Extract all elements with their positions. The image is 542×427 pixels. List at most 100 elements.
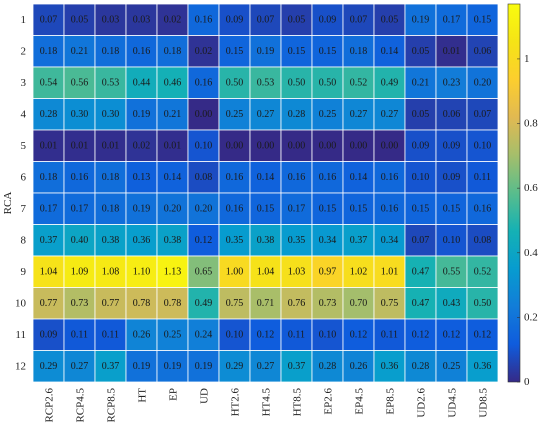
cell-value-label: 0.53 (257, 77, 275, 88)
heatmap-cell (218, 129, 251, 162)
x-tick-label: HT8.5 (292, 388, 304, 417)
cell-value-label: 0.35 (226, 235, 244, 246)
heatmap-cell (404, 35, 437, 68)
heatmap-cell (435, 129, 468, 162)
cell-value-label: 0.25 (443, 361, 461, 372)
cell-value-label: 0.49 (381, 77, 399, 88)
cell-value-label: 0.34 (319, 235, 337, 246)
cell-value-label: 0.16 (381, 203, 399, 214)
cell-value-label: 0.12 (474, 329, 492, 340)
colorbar-tick-label: 0.2 (524, 311, 538, 323)
heatmap-cell (435, 287, 468, 320)
cell-value-label: 0.12 (443, 329, 461, 340)
cell-value-label: 0.07 (257, 14, 275, 25)
heatmap-cell (187, 66, 220, 99)
cell-value-label: 0.29 (226, 361, 244, 372)
x-tick-label: HT2.6 (230, 388, 242, 417)
cell-value-label: 0.30 (102, 109, 120, 120)
cell-value-label: 0.06 (443, 109, 461, 120)
y-tick-label: 1 (21, 14, 27, 26)
cell-value-label: 0.28 (40, 109, 58, 120)
cell-value-label: 0.14 (164, 172, 182, 183)
heatmap-cell (32, 3, 65, 36)
cell-value-label: 0.19 (412, 14, 430, 25)
cell-value-label: 0.65 (195, 266, 213, 277)
x-tick-label: UD (199, 388, 211, 404)
cell-value-label: 0.73 (71, 298, 89, 309)
cell-value-label: 0.11 (381, 329, 398, 340)
y-tick-label: 7 (21, 203, 27, 215)
cell-value-label: 0.77 (40, 298, 58, 309)
y-tick-label: 3 (21, 77, 27, 89)
y-tick-label: 9 (21, 266, 27, 278)
heatmap-cell (63, 255, 96, 288)
cell-value-label: 0.14 (381, 46, 399, 57)
cell-value-label: 0.10 (412, 172, 430, 183)
heatmap-cell (342, 255, 375, 288)
heatmap-cell (156, 35, 189, 68)
heatmap-cell (249, 161, 282, 194)
heatmap-cell (63, 3, 96, 36)
heatmap-cell (187, 129, 220, 162)
cell-value-label: 0.05 (71, 14, 89, 25)
heatmap-cell (32, 66, 65, 99)
x-tick-label: HT4.5 (261, 388, 273, 417)
cell-value-label: 0.15 (443, 203, 461, 214)
cell-value-label: 0.02 (133, 140, 151, 151)
heatmap-cell (466, 66, 499, 99)
heatmap-cell (32, 161, 65, 194)
heatmap-cell (373, 66, 406, 99)
heatmap-cell (125, 35, 158, 68)
x-tick-label: UD2.6 (416, 388, 428, 418)
cell-value-label: 0.55 (443, 266, 461, 277)
heatmap-cell (249, 192, 282, 225)
cell-value-label: 0.18 (102, 203, 120, 214)
cell-value-label: 0.37 (350, 235, 368, 246)
cell-value-label: 0.21 (412, 77, 430, 88)
cell-value-label: 0.08 (474, 235, 492, 246)
heatmap-cell (32, 98, 65, 131)
heatmap-cell (218, 350, 251, 383)
heatmap-cell (156, 98, 189, 131)
cell-value-label: 0.17 (443, 14, 461, 25)
cell-value-label: 1.02 (350, 266, 368, 277)
cell-value-label: 0.54 (40, 77, 58, 88)
cell-value-label: 0.53 (102, 77, 120, 88)
cell-value-label: 0.00 (381, 140, 399, 151)
heatmap-cell (435, 192, 468, 225)
cell-value-label: 0.16 (226, 203, 244, 214)
x-tick-label: EP8.5 (385, 388, 397, 415)
x-tick-label: EP2.6 (323, 388, 335, 415)
heatmap-cell (404, 224, 437, 257)
heatmap-cell (249, 3, 282, 36)
cell-value-label: 0.52 (474, 266, 492, 277)
cell-value-label: 0.03 (102, 14, 120, 25)
heatmap-cell (187, 98, 220, 131)
heatmap-cell (280, 161, 313, 194)
colorbar-tick-label: 0.8 (524, 118, 538, 130)
cell-value-label: 0.05 (381, 14, 399, 25)
cell-value-label: 0.28 (412, 361, 430, 372)
heatmap-cell (63, 224, 96, 257)
heatmap-cell (311, 318, 344, 351)
cell-value-label: 0.27 (381, 109, 399, 120)
cell-value-label: 0.00 (288, 140, 306, 151)
cell-value-label: 0.78 (133, 298, 151, 309)
heatmap-cell (404, 192, 437, 225)
cell-value-label: 0.29 (40, 361, 58, 372)
heatmap-cell (373, 3, 406, 36)
cell-value-label: 0.11 (288, 329, 305, 340)
cell-value-label: 0.47 (412, 298, 430, 309)
heatmap-cell (466, 287, 499, 320)
x-tick-label: RCP8.5 (106, 388, 118, 423)
cell-value-label: 0.07 (350, 14, 368, 25)
cell-value-label: 0.01 (40, 140, 58, 151)
y-tick-label: 5 (21, 140, 27, 152)
cell-value-label: 0.15 (226, 46, 244, 57)
heatmap-cell (94, 255, 127, 288)
cell-value-label: 0.70 (350, 298, 368, 309)
cell-value-label: 1.00 (226, 266, 244, 277)
cell-value-label: 0.28 (319, 361, 337, 372)
cell-value-label: 0.50 (474, 298, 492, 309)
